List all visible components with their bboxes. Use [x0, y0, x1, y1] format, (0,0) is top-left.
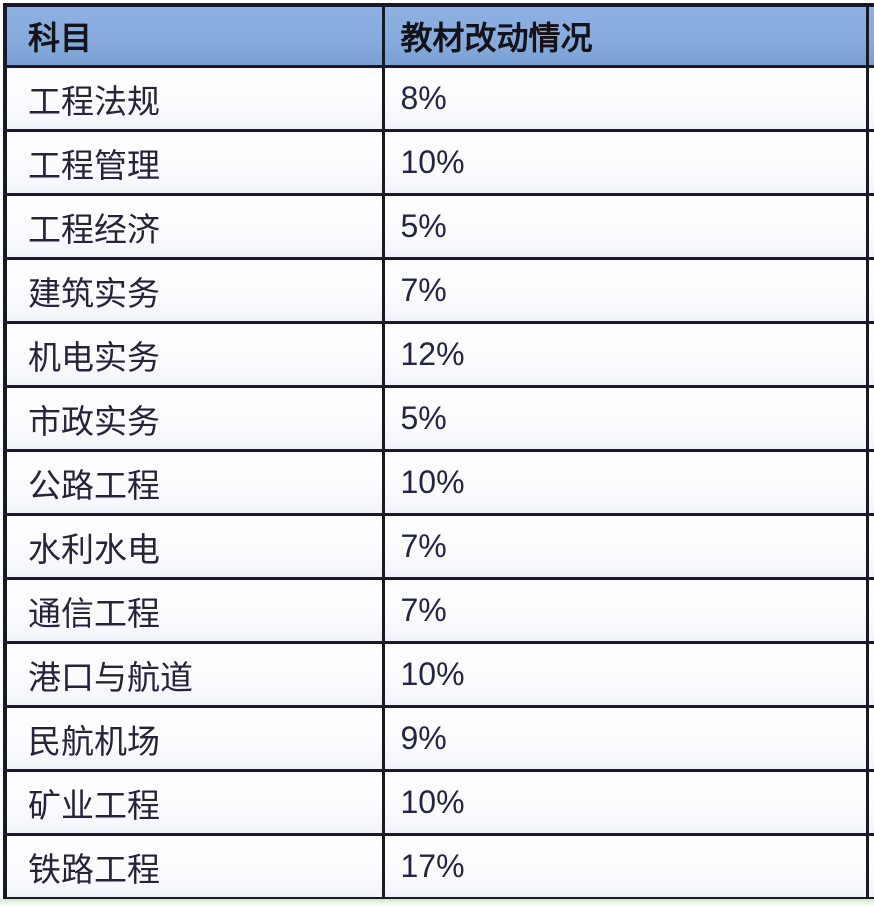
clipped-cell: [865, 577, 874, 644]
subject-cell: 水利水电: [3, 513, 385, 580]
clipped-cell: [865, 65, 874, 132]
clipped-cell: [865, 449, 874, 516]
subject-cell: 市政实务: [3, 385, 385, 452]
table-row: 工程经济 5%: [3, 193, 874, 260]
clipped-cell: [865, 257, 874, 324]
table-row: 水利水电 7%: [3, 513, 874, 580]
clipped-header-cell: [865, 3, 874, 68]
clipped-cell: [865, 705, 874, 772]
change-cell: 12%: [381, 321, 869, 388]
subject-cell: 建筑实务: [3, 257, 385, 324]
subjects-change-table: 科目 教材改动情况 工程法规 8% 工程管理 10% 工程经济: [3, 3, 874, 900]
change-cell: 7%: [381, 257, 869, 324]
header-row: 科目 教材改动情况: [3, 3, 874, 68]
table-row: 机电实务 12%: [3, 321, 874, 388]
subject-cell: 工程经济: [3, 193, 385, 260]
table-row: 工程管理 10%: [3, 129, 874, 196]
change-cell: 7%: [381, 513, 869, 580]
clipped-cell: [865, 641, 874, 708]
subjects-change-table-wrap: 科目 教材改动情况 工程法规 8% 工程管理 10% 工程经济: [3, 3, 874, 900]
subject-cell: 民航机场: [3, 705, 385, 772]
table-row: 市政实务 5%: [3, 385, 874, 452]
subject-cell: 公路工程: [3, 449, 385, 516]
page-background-strip: [0, 899, 874, 906]
change-cell: 10%: [381, 641, 869, 708]
clipped-cell: [865, 321, 874, 388]
change-cell: 8%: [381, 65, 869, 132]
table-row: 工程法规 8%: [3, 65, 874, 132]
clipped-cell: [865, 769, 874, 836]
clipped-cell: [865, 513, 874, 580]
clipped-cell: [865, 193, 874, 260]
change-cell: 9%: [381, 705, 869, 772]
subject-cell: 铁路工程: [3, 833, 385, 900]
column-header-change: 教材改动情况: [381, 3, 869, 68]
subject-cell: 矿业工程: [3, 769, 385, 836]
subject-cell: 机电实务: [3, 321, 385, 388]
table-row: 建筑实务 7%: [3, 257, 874, 324]
subject-cell: 工程管理: [3, 129, 385, 196]
subject-cell: 港口与航道: [3, 641, 385, 708]
clipped-cell: [865, 129, 874, 196]
table-row: 铁路工程 17%: [3, 833, 874, 900]
change-cell: 5%: [381, 385, 869, 452]
table-row: 矿业工程 10%: [3, 769, 874, 836]
change-cell: 17%: [381, 833, 869, 900]
table-row: 港口与航道 10%: [3, 641, 874, 708]
change-cell: 7%: [381, 577, 869, 644]
subject-cell: 通信工程: [3, 577, 385, 644]
clipped-cell: [865, 833, 874, 900]
table-row: 通信工程 7%: [3, 577, 874, 644]
change-cell: 5%: [381, 193, 869, 260]
change-cell: 10%: [381, 769, 869, 836]
column-header-subject: 科目: [3, 3, 385, 68]
table-row: 公路工程 10%: [3, 449, 874, 516]
change-cell: 10%: [381, 129, 869, 196]
clipped-cell: [865, 385, 874, 452]
subject-cell: 工程法规: [3, 65, 385, 132]
table-row: 民航机场 9%: [3, 705, 874, 772]
change-cell: 10%: [381, 449, 869, 516]
